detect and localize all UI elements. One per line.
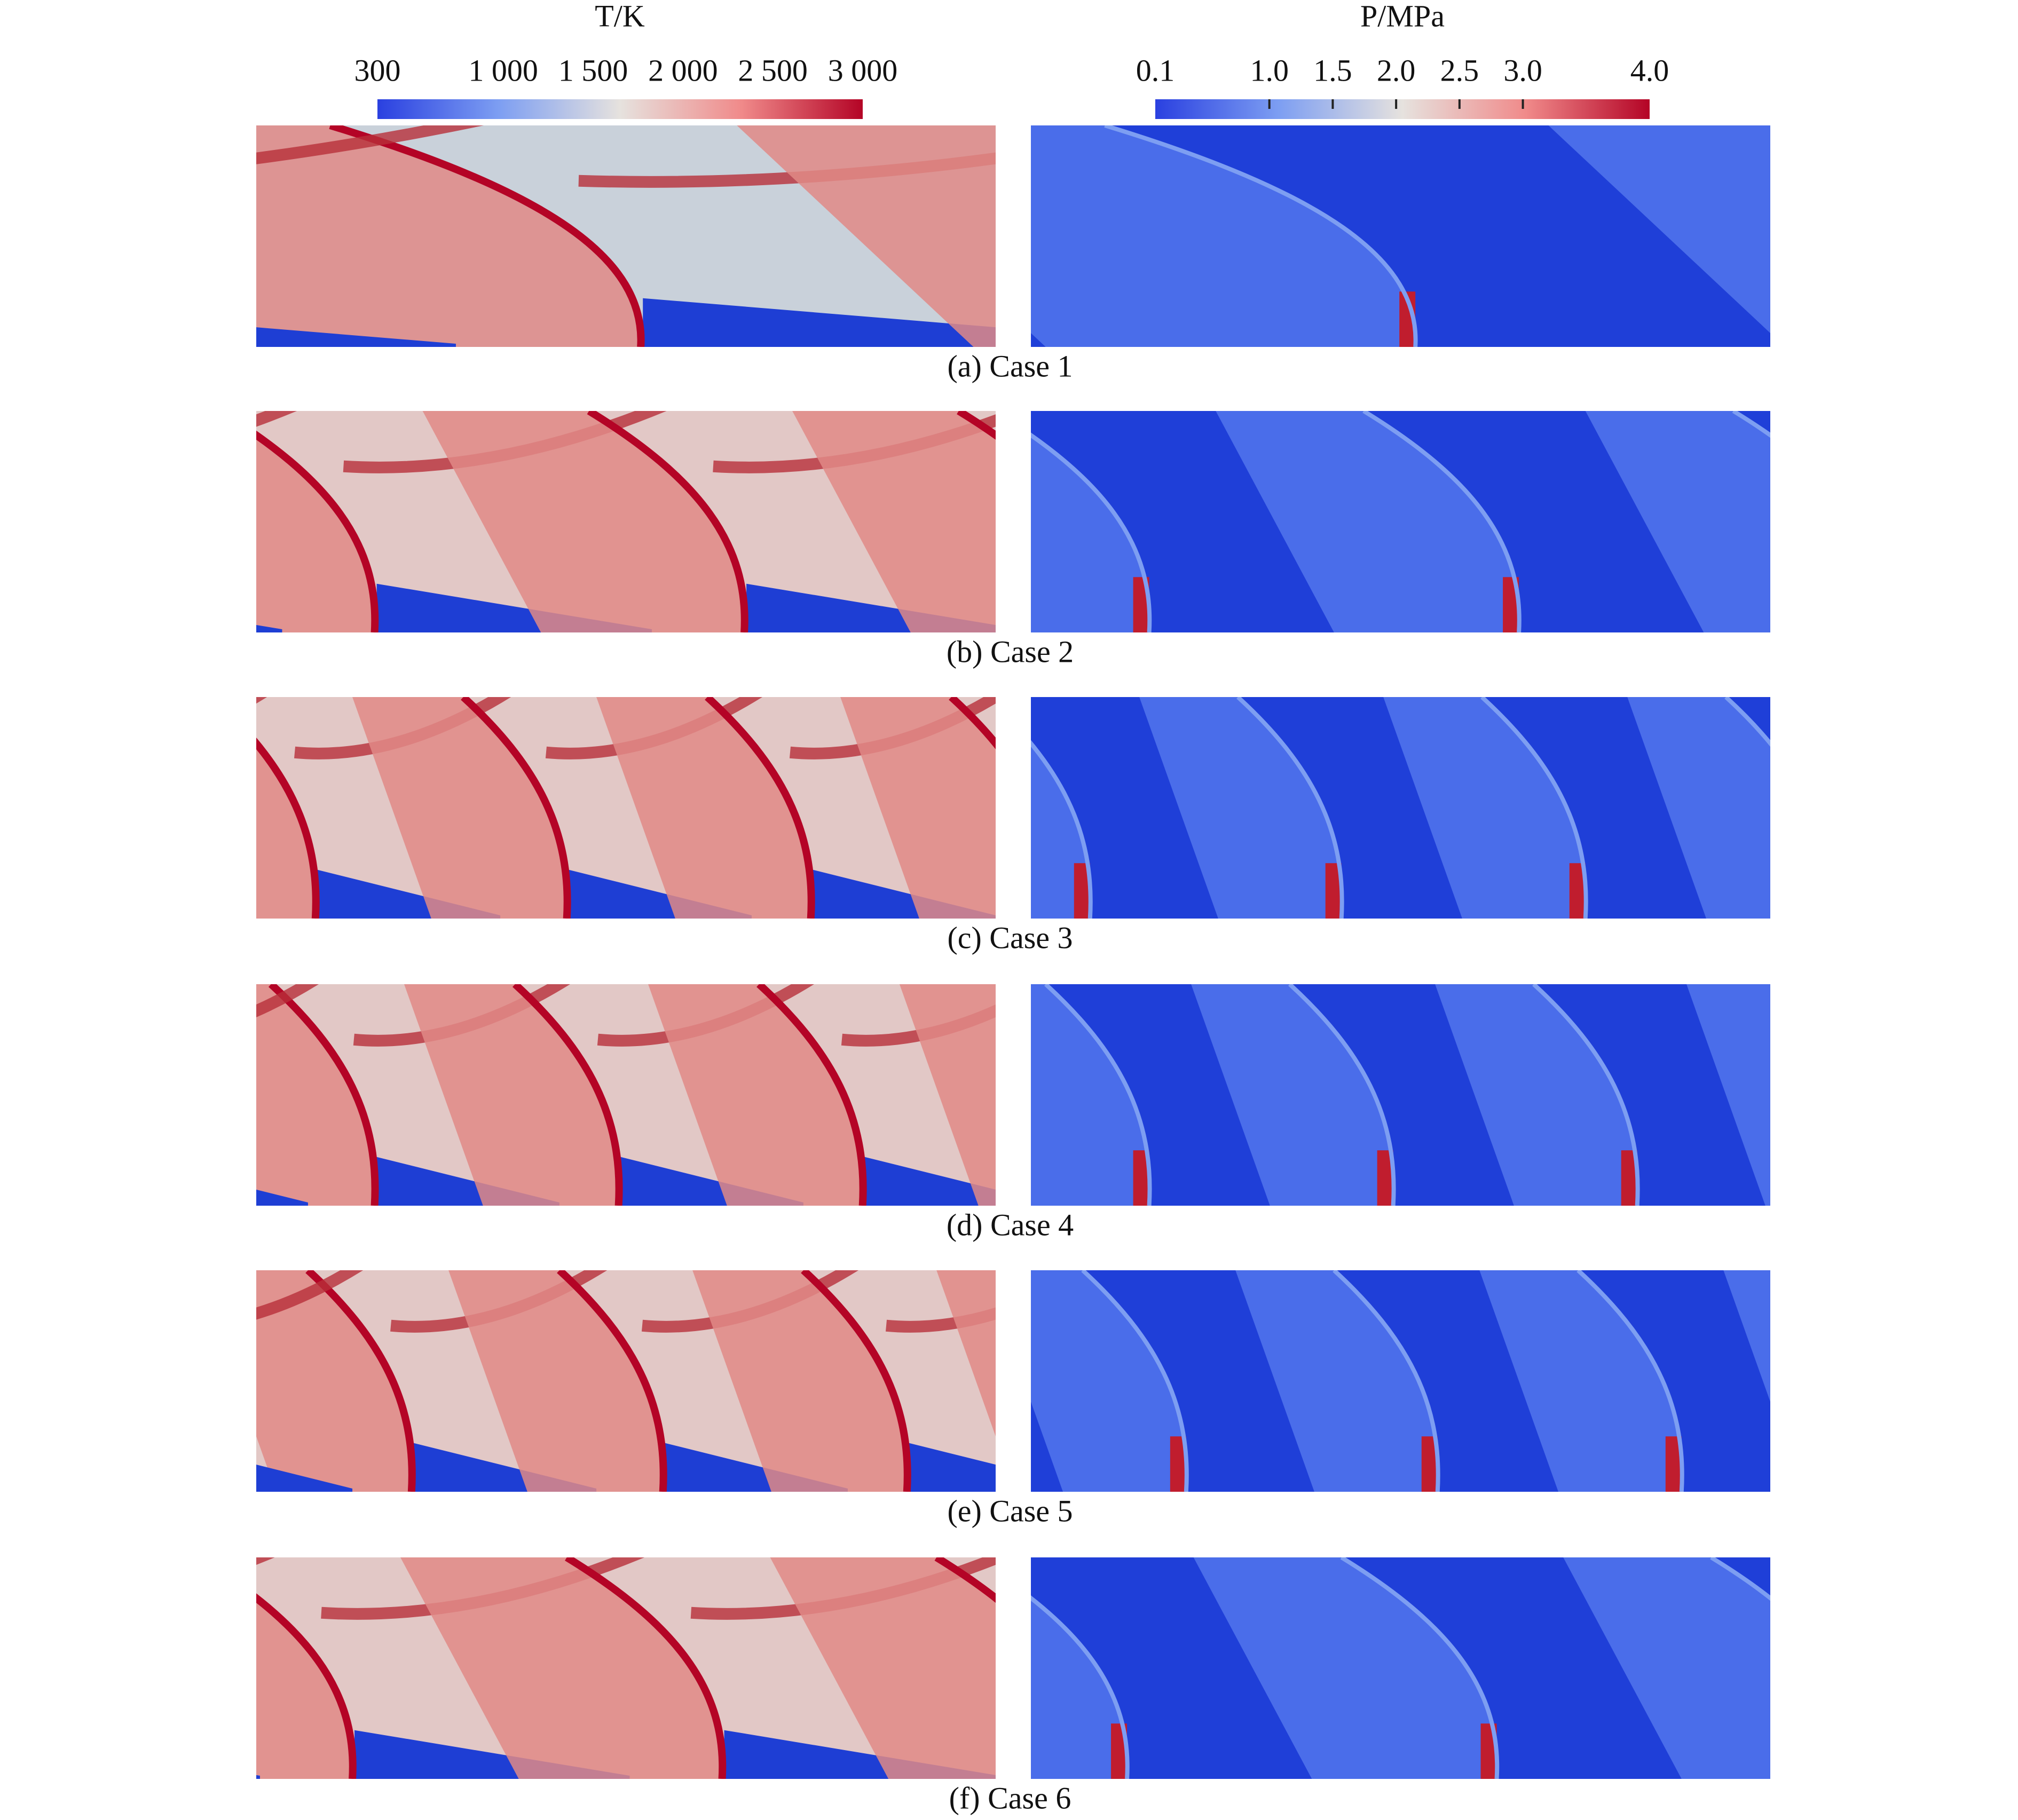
caption: (d) Case 4 (947, 1207, 1074, 1242)
colorbar-tick-label: 0.1 (1136, 53, 1175, 88)
high-pressure-spot (1850, 1723, 1866, 1779)
caption: (e) Case 5 (947, 1493, 1073, 1528)
colorbar-tick-label: 3.0 (1503, 53, 1542, 88)
caption: (b) Case 2 (947, 634, 1074, 669)
colorbar-tick-label: 2.0 (1377, 53, 1416, 88)
colorbar-tick-label: 300 (354, 53, 401, 88)
detonation-front (64, 1270, 168, 1492)
detonation-front (0, 411, 5, 632)
detonation-front (1844, 125, 2018, 347)
colorbar (377, 99, 863, 119)
burned-region (0, 984, 124, 1206)
colorbar-tick-label: 2 500 (738, 53, 808, 88)
compressed-region (1955, 411, 2018, 632)
colorbar-title: T/K (595, 0, 645, 33)
fresh-mixture (7, 584, 282, 632)
detonation-front (1977, 697, 2018, 919)
detonation-front (0, 697, 72, 919)
high-pressure-spot (1873, 1150, 1889, 1206)
colorbar-tick-label: 3 000 (828, 53, 898, 88)
detonation-front (1822, 1270, 1926, 1492)
oblique-shock (0, 951, 113, 1041)
fresh-mixture (0, 1443, 108, 1492)
colorbar-tick-label: 1.5 (1313, 53, 1352, 88)
detonation-front (1785, 984, 1889, 1206)
oblique-shock (0, 1237, 157, 1327)
colorbar-tick-label: 1.0 (1250, 53, 1289, 88)
compressed-region (1933, 1557, 2018, 1779)
burned-region (0, 411, 5, 632)
burned-region (0, 1270, 168, 1492)
high-pressure-spot (1910, 1436, 1926, 1492)
caption: (f) Case 6 (949, 1781, 1071, 1815)
compressed-region (1975, 1270, 2018, 1492)
colorbar-tick-label: 1 500 (558, 53, 628, 88)
fresh-mixture (0, 870, 12, 919)
colorbar-tick-label: 2.5 (1440, 53, 1479, 88)
fresh-mixture (0, 1157, 64, 1206)
colorbar-title: P/MPa (1360, 0, 1445, 33)
fresh-mixture (74, 870, 256, 919)
high-pressure-spot (1814, 863, 1830, 919)
colorbar-tick-label: 1 000 (468, 53, 538, 88)
burned-region (0, 697, 72, 919)
colorbar-tick-label: 2 000 (648, 53, 718, 88)
detonation-front (20, 984, 124, 1206)
high-pressure-spot (1873, 577, 1889, 632)
compressed-region (1930, 984, 2018, 1206)
compressed-region (1879, 697, 2018, 919)
fresh-mixture (0, 1730, 260, 1779)
caption: (c) Case 3 (947, 920, 1073, 955)
colorbar-tick-label: 4.0 (1630, 53, 1669, 88)
oblique-shock (0, 664, 61, 754)
colorbar (1155, 99, 1650, 119)
caption: (a) Case 1 (947, 349, 1073, 383)
